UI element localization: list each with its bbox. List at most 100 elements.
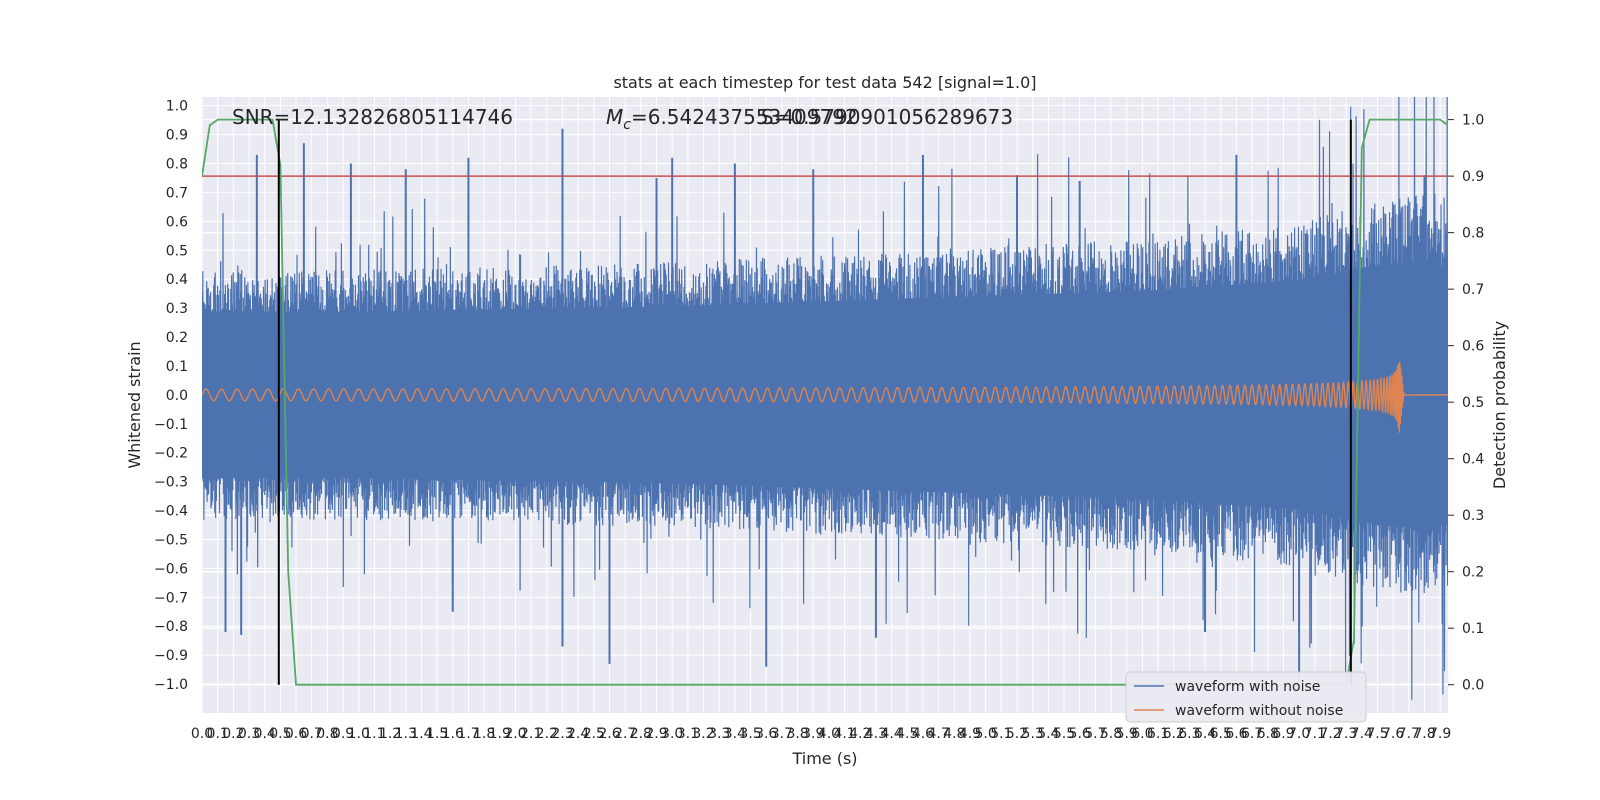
y-tick-label: 0.4 [166, 272, 188, 288]
right-y-tick-label: 0.5 [1462, 395, 1484, 411]
x-tick-label: 1.2 [379, 726, 401, 742]
x-tick-label: 0.5 [269, 726, 291, 742]
x-tick-label: 6.1 [1147, 726, 1169, 742]
x-tick-label: 6.5 [1210, 726, 1232, 742]
x-tick-label: 3.1 [677, 726, 699, 742]
x-tick-label: 7.3 [1335, 726, 1357, 742]
y-tick-label: −0.5 [154, 532, 188, 548]
x-tick-label: 6.7 [1241, 726, 1263, 742]
x-tick-label: 3.8 [786, 726, 808, 742]
x-tick-label: 7.5 [1366, 726, 1388, 742]
x-tick-label: 4.3 [865, 726, 887, 742]
x-axis-ticks: 0.00.10.20.30.40.50.60.70.80.91.01.11.21… [191, 726, 1451, 742]
x-tick-label: 1.0 [348, 726, 370, 742]
x-tick-label: 2.5 [583, 726, 605, 742]
x-tick-label: 2.8 [630, 726, 652, 742]
x-tick-label: 6.4 [1194, 726, 1216, 742]
x-tick-label: 2.6 [598, 726, 620, 742]
x-tick-label: 1.6 [442, 726, 464, 742]
x-tick-label: 5.5 [1053, 726, 1075, 742]
y-tick-label: −0.3 [154, 475, 188, 491]
y-tick-label: 0.1 [166, 359, 188, 375]
right-y-tick-label: 0.6 [1462, 339, 1484, 355]
x-tick-label: 3.0 [661, 726, 683, 742]
y-tick-label: 0.6 [166, 214, 188, 230]
x-tick-label: 6.3 [1178, 726, 1200, 742]
x-tick-label: 4.2 [849, 726, 871, 742]
y-tick-label: −0.2 [154, 446, 188, 462]
x-tick-label: 7.4 [1351, 726, 1373, 742]
x-tick-label: 2.9 [645, 726, 667, 742]
x-tick-label: 3.3 [708, 726, 730, 742]
right-y-tick-label: 0.7 [1462, 282, 1484, 298]
x-tick-label: 4.9 [959, 726, 981, 742]
x-tick-label: 0.8 [316, 726, 338, 742]
x-tick-label: 2.3 [551, 726, 573, 742]
legend-label-clean: waveform without noise [1175, 703, 1343, 719]
x-tick-label: 4.0 [818, 726, 840, 742]
x-tick-label: 0.1 [207, 726, 229, 742]
x-tick-label: 5.1 [990, 726, 1012, 742]
y-tick-label: −1.0 [154, 677, 188, 693]
right-y-tick-label: 0.1 [1462, 621, 1484, 637]
right-y-axis-label: Detection probability [1490, 321, 1509, 489]
x-tick-label: 5.7 [1084, 726, 1106, 742]
x-tick-label: 4.5 [896, 726, 918, 742]
x-tick-label: 3.9 [802, 726, 824, 742]
x-tick-label: 3.2 [692, 726, 714, 742]
overlap-annotation: S=0.5790901056289673 [761, 105, 1013, 129]
x-tick-label: 4.8 [943, 726, 965, 742]
x-tick-label: 0.6 [285, 726, 307, 742]
x-tick-label: 4.1 [833, 726, 855, 742]
x-tick-label: 3.6 [755, 726, 777, 742]
y-tick-label: 0.5 [166, 243, 188, 259]
y-tick-label: −0.8 [154, 619, 188, 635]
x-tick-label: 2.1 [520, 726, 542, 742]
right-y-tick-label: 0.8 [1462, 226, 1484, 242]
x-tick-label: 4.6 [912, 726, 934, 742]
right-y-tick-label: 0.4 [1462, 452, 1484, 468]
x-tick-label: 1.7 [457, 726, 479, 742]
x-tick-label: 7.2 [1319, 726, 1341, 742]
x-tick-label: 1.3 [395, 726, 417, 742]
x-tick-label: 6.0 [1131, 726, 1153, 742]
x-tick-label: 5.2 [1006, 726, 1028, 742]
x-tick-label: 6.9 [1272, 726, 1294, 742]
x-tick-label: 1.8 [473, 726, 495, 742]
y-tick-label: −0.6 [154, 561, 188, 577]
y-tick-label: 0.3 [166, 301, 188, 317]
x-tick-label: 0.7 [301, 726, 323, 742]
x-tick-label: 0.4 [254, 726, 276, 742]
right-y-tick-label: 1.0 [1462, 113, 1484, 129]
snr-annotation: SNR=12.132826805114746 [232, 105, 513, 129]
y-tick-label: 0.2 [166, 330, 188, 346]
detection-probability-line [202, 118, 1448, 686]
legend-label-noise: waveform with noise [1175, 679, 1320, 695]
right-y-tick-label: 0.9 [1462, 169, 1484, 185]
x-tick-label: 1.4 [410, 726, 432, 742]
x-tick-label: 7.6 [1382, 726, 1404, 742]
right-y-tick-label: 0.2 [1462, 565, 1484, 581]
x-tick-label: 1.9 [489, 726, 511, 742]
x-tick-label: 5.6 [1069, 726, 1091, 742]
x-tick-label: 6.8 [1257, 726, 1279, 742]
legend: waveform with noise waveform without noi… [1125, 671, 1367, 723]
chirp-mass-symbol: M [606, 105, 623, 129]
noisy-waveform-band [202, 259, 1441, 531]
x-axis-label: Time (s) [791, 749, 857, 768]
x-tick-label: 5.3 [1022, 726, 1044, 742]
y-tick-label: −0.1 [154, 417, 188, 433]
x-tick-label: 2.4 [567, 726, 589, 742]
x-tick-label: 5.9 [1116, 726, 1138, 742]
y-tick-label: −0.7 [154, 590, 188, 606]
x-tick-label: 7.9 [1429, 726, 1451, 742]
y-axis-ticks: 1.0 0.9 0.8 0.7 0.6 0.5 0.4 0.3 0.2 0.1 0.0 −0.1 −0.… [154, 99, 188, 693]
data-layer [202, 97, 1448, 700]
x-tick-label: 0.2 [222, 726, 244, 742]
x-tick-label: 0.9 [332, 726, 354, 742]
y-tick-label: −0.4 [154, 504, 188, 520]
x-tick-label: 3.5 [739, 726, 761, 742]
x-tick-label: 0.3 [238, 726, 260, 742]
chart-title: stats at each timestep for test data 542… [613, 73, 1036, 92]
